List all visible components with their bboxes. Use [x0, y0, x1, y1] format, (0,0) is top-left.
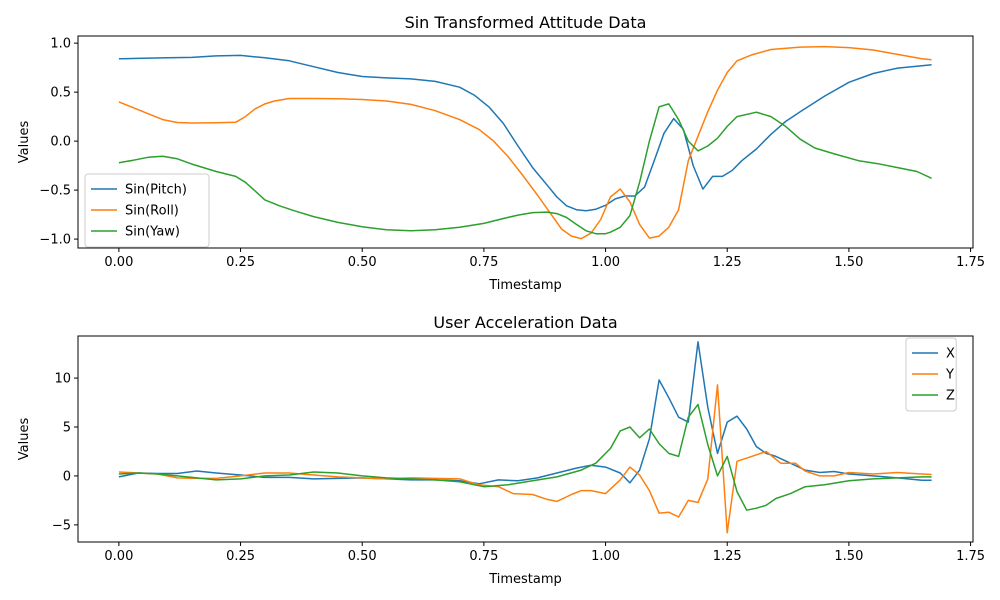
x-tick-label: 1.50 — [834, 255, 863, 270]
x-tick-label: 1.50 — [834, 549, 863, 564]
x-tick-label: 1.75 — [956, 255, 985, 270]
subplot-1: User Acceleration Data 0.00 0.25 0.50 0.75 1.… — [17, 313, 985, 587]
legend-label: Z — [946, 389, 955, 404]
x-tick-label: 0.25 — [226, 255, 255, 270]
chart-title: Sin Transformed Attitude Data — [405, 13, 647, 32]
x-tick-label: 0.00 — [104, 549, 133, 564]
y-tick-label: 1.0 — [50, 37, 71, 52]
series-line-y — [118, 384, 932, 534]
y-tick-label: 10 — [54, 372, 71, 387]
axes-frame — [77, 335, 974, 543]
series-line-z — [118, 403, 932, 511]
legend-label: Sin(Pitch) — [125, 183, 187, 198]
y-tick-label: −0.5 — [39, 184, 71, 199]
legend-label: Sin(Yaw) — [125, 225, 180, 240]
chart-title: User Acceleration Data — [433, 313, 617, 332]
x-tick-label: 0.75 — [469, 255, 498, 270]
x-tick-label: 1.25 — [713, 255, 742, 270]
y-tick-label: 0 — [63, 469, 71, 484]
y-tick-label: 0.5 — [50, 86, 71, 101]
y-tick-label: −1.0 — [39, 233, 71, 248]
x-tick-label: 0.00 — [104, 255, 133, 270]
legend-label: Y — [945, 368, 954, 383]
x-tick-label: 1.25 — [713, 549, 742, 564]
series-line-sin-pitch — [118, 54, 932, 212]
y-tick-label: 5 — [63, 421, 71, 436]
series-line-sin-yaw — [118, 103, 932, 235]
legend-label: Sin(Roll) — [125, 204, 179, 219]
x-tick-label: 1.75 — [956, 549, 985, 564]
legend-box — [84, 173, 210, 248]
y-tick-label: 0.0 — [50, 135, 71, 150]
y-axis-label: Values — [17, 418, 32, 461]
legend: XYZ — [905, 337, 957, 412]
x-tick-label: 1.00 — [591, 549, 620, 564]
axes-frame — [77, 35, 974, 249]
x-tick-label: 0.50 — [348, 255, 377, 270]
x-tick-label: 0.75 — [469, 549, 498, 564]
series-line-x — [118, 341, 932, 485]
y-axis-label: Values — [17, 121, 32, 164]
legend: Sin(Pitch) Sin(Roll) Sin(Yaw) — [84, 173, 210, 248]
x-tick-label: 0.50 — [348, 549, 377, 564]
x-tick-label: 0.25 — [226, 549, 255, 564]
x-axis-label: Timestamp — [488, 572, 562, 587]
legend-label: X — [946, 347, 955, 362]
x-axis-label: Timestamp — [488, 278, 562, 293]
subplot-0: Sin Transformed Attitude Data 0.00 0.25 0.5… — [17, 13, 985, 293]
series-line-sin-roll — [118, 45, 932, 240]
y-tick-label: −5 — [52, 518, 71, 533]
x-tick-label: 1.00 — [591, 255, 620, 270]
